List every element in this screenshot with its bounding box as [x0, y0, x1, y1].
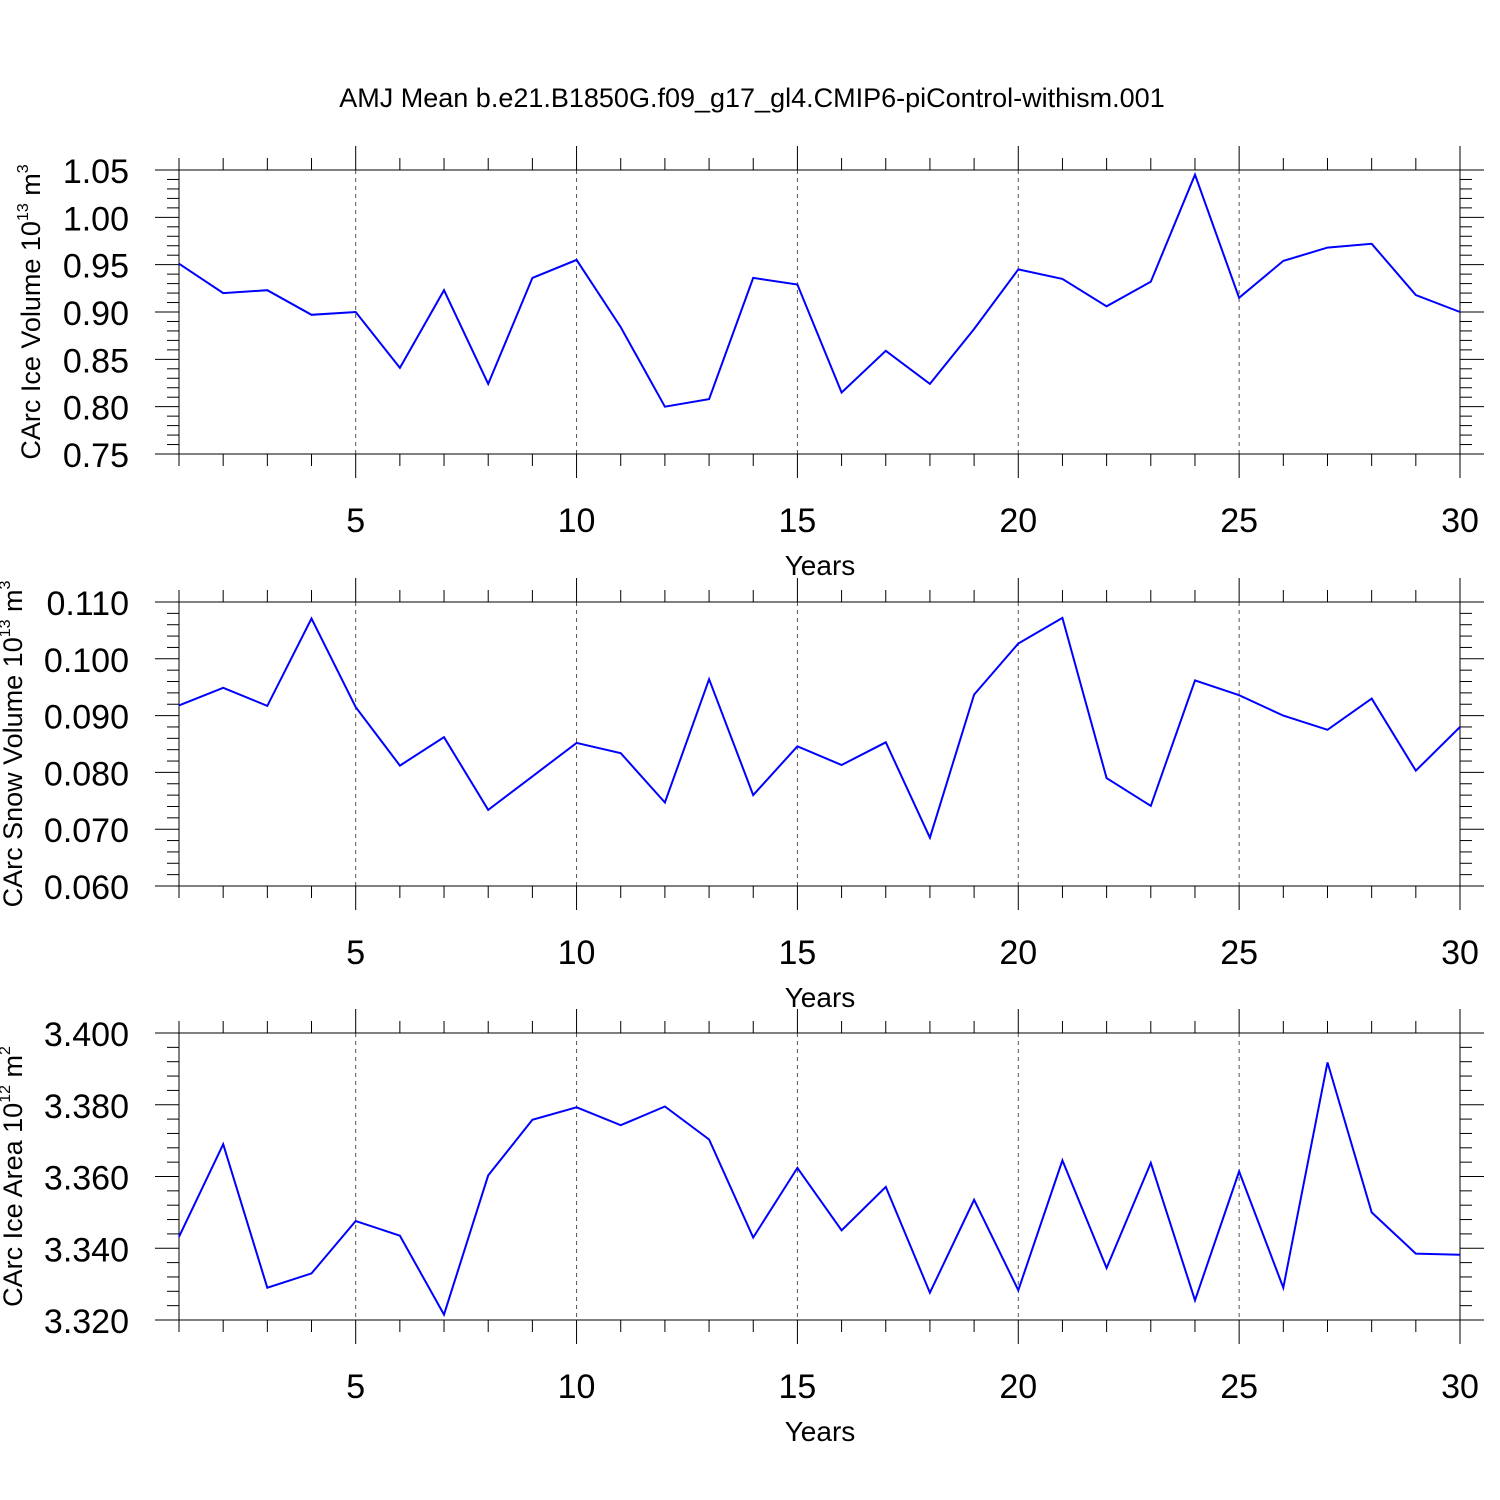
x-tick-label: 20	[999, 1368, 1037, 1406]
x-tick-label: 20	[999, 502, 1037, 540]
x-tick-label: 15	[778, 1368, 816, 1406]
x-tick-label: 30	[1441, 1368, 1479, 1406]
y-tick-label: 0.100	[44, 642, 129, 680]
y-tick-label: 3.380	[44, 1088, 129, 1126]
series-line	[178, 171, 1461, 408]
y-axis-label: CArc Snow Volume 1013 m3	[0, 580, 28, 907]
x-tick-label: 25	[1220, 502, 1258, 540]
y-tick-label: 1.00	[63, 200, 129, 238]
x-tick-label: 25	[1220, 1368, 1258, 1406]
x-tick-label: 30	[1441, 502, 1479, 540]
y-tick-label: 0.90	[63, 295, 129, 333]
y-tick-label: 0.060	[44, 869, 129, 907]
y-axis-label: CArc Ice Area 1012 m2	[0, 1046, 28, 1307]
y-tick-label: 0.95	[63, 248, 129, 286]
y-tick-label: 0.80	[63, 390, 129, 428]
x-tick-label: 10	[558, 502, 596, 540]
series-line	[178, 1062, 1461, 1318]
x-axis-label: Years	[785, 550, 856, 581]
chart-panel-2: 0.060 0.070 0.080 0.090 0.100 0.110 5 10 15 20 25 3…	[0, 578, 1484, 1013]
chart-panel-1: 0.75 0.80 0.85 0.90 0.95 1.00 1.05 5 10 15 20 25 30 Y…	[15, 146, 1484, 581]
y-tick-label: 0.080	[44, 755, 129, 793]
plot-frame	[178, 601, 1461, 887]
y-tick-label: 0.85	[63, 342, 129, 380]
y-tick-label: 3.400	[44, 1016, 129, 1054]
plot-frame	[178, 1032, 1461, 1321]
y-axis-label: CArc Ice Volume 1013 m3	[15, 164, 46, 459]
chart-title: AMJ Mean b.e21.B1850G.f09_g17_gl4.CMIP6-…	[339, 83, 1164, 113]
x-axis-label: Years	[785, 1416, 856, 1447]
plot-frame	[178, 169, 1461, 455]
x-tick-label: 5	[346, 1368, 365, 1406]
x-tick-label: 20	[999, 934, 1037, 972]
x-tick-label: 25	[1220, 934, 1258, 972]
series-line	[178, 616, 1461, 841]
y-tick-label: 1.05	[63, 153, 129, 191]
x-tick-label: 30	[1441, 934, 1479, 972]
y-tick-label: 3.360	[44, 1160, 129, 1198]
y-tick-label: 0.070	[44, 812, 129, 850]
x-tick-label: 5	[346, 502, 365, 540]
y-tick-label: 0.75	[63, 437, 129, 475]
chart-panel-3: 3.320 3.340 3.360 3.380 3.400 5 10 15 20 25 30 Year…	[0, 1009, 1484, 1447]
y-tick-label: 0.110	[46, 585, 129, 623]
y-tick-label: 0.090	[44, 699, 129, 737]
x-axis-label: Years	[785, 982, 856, 1013]
x-tick-label: 5	[346, 934, 365, 972]
x-tick-label: 15	[778, 934, 816, 972]
y-tick-label: 3.340	[44, 1231, 129, 1269]
x-tick-label: 10	[558, 934, 596, 972]
x-tick-label: 10	[558, 1368, 596, 1406]
x-tick-label: 15	[778, 502, 816, 540]
y-tick-label: 3.320	[44, 1303, 129, 1341]
